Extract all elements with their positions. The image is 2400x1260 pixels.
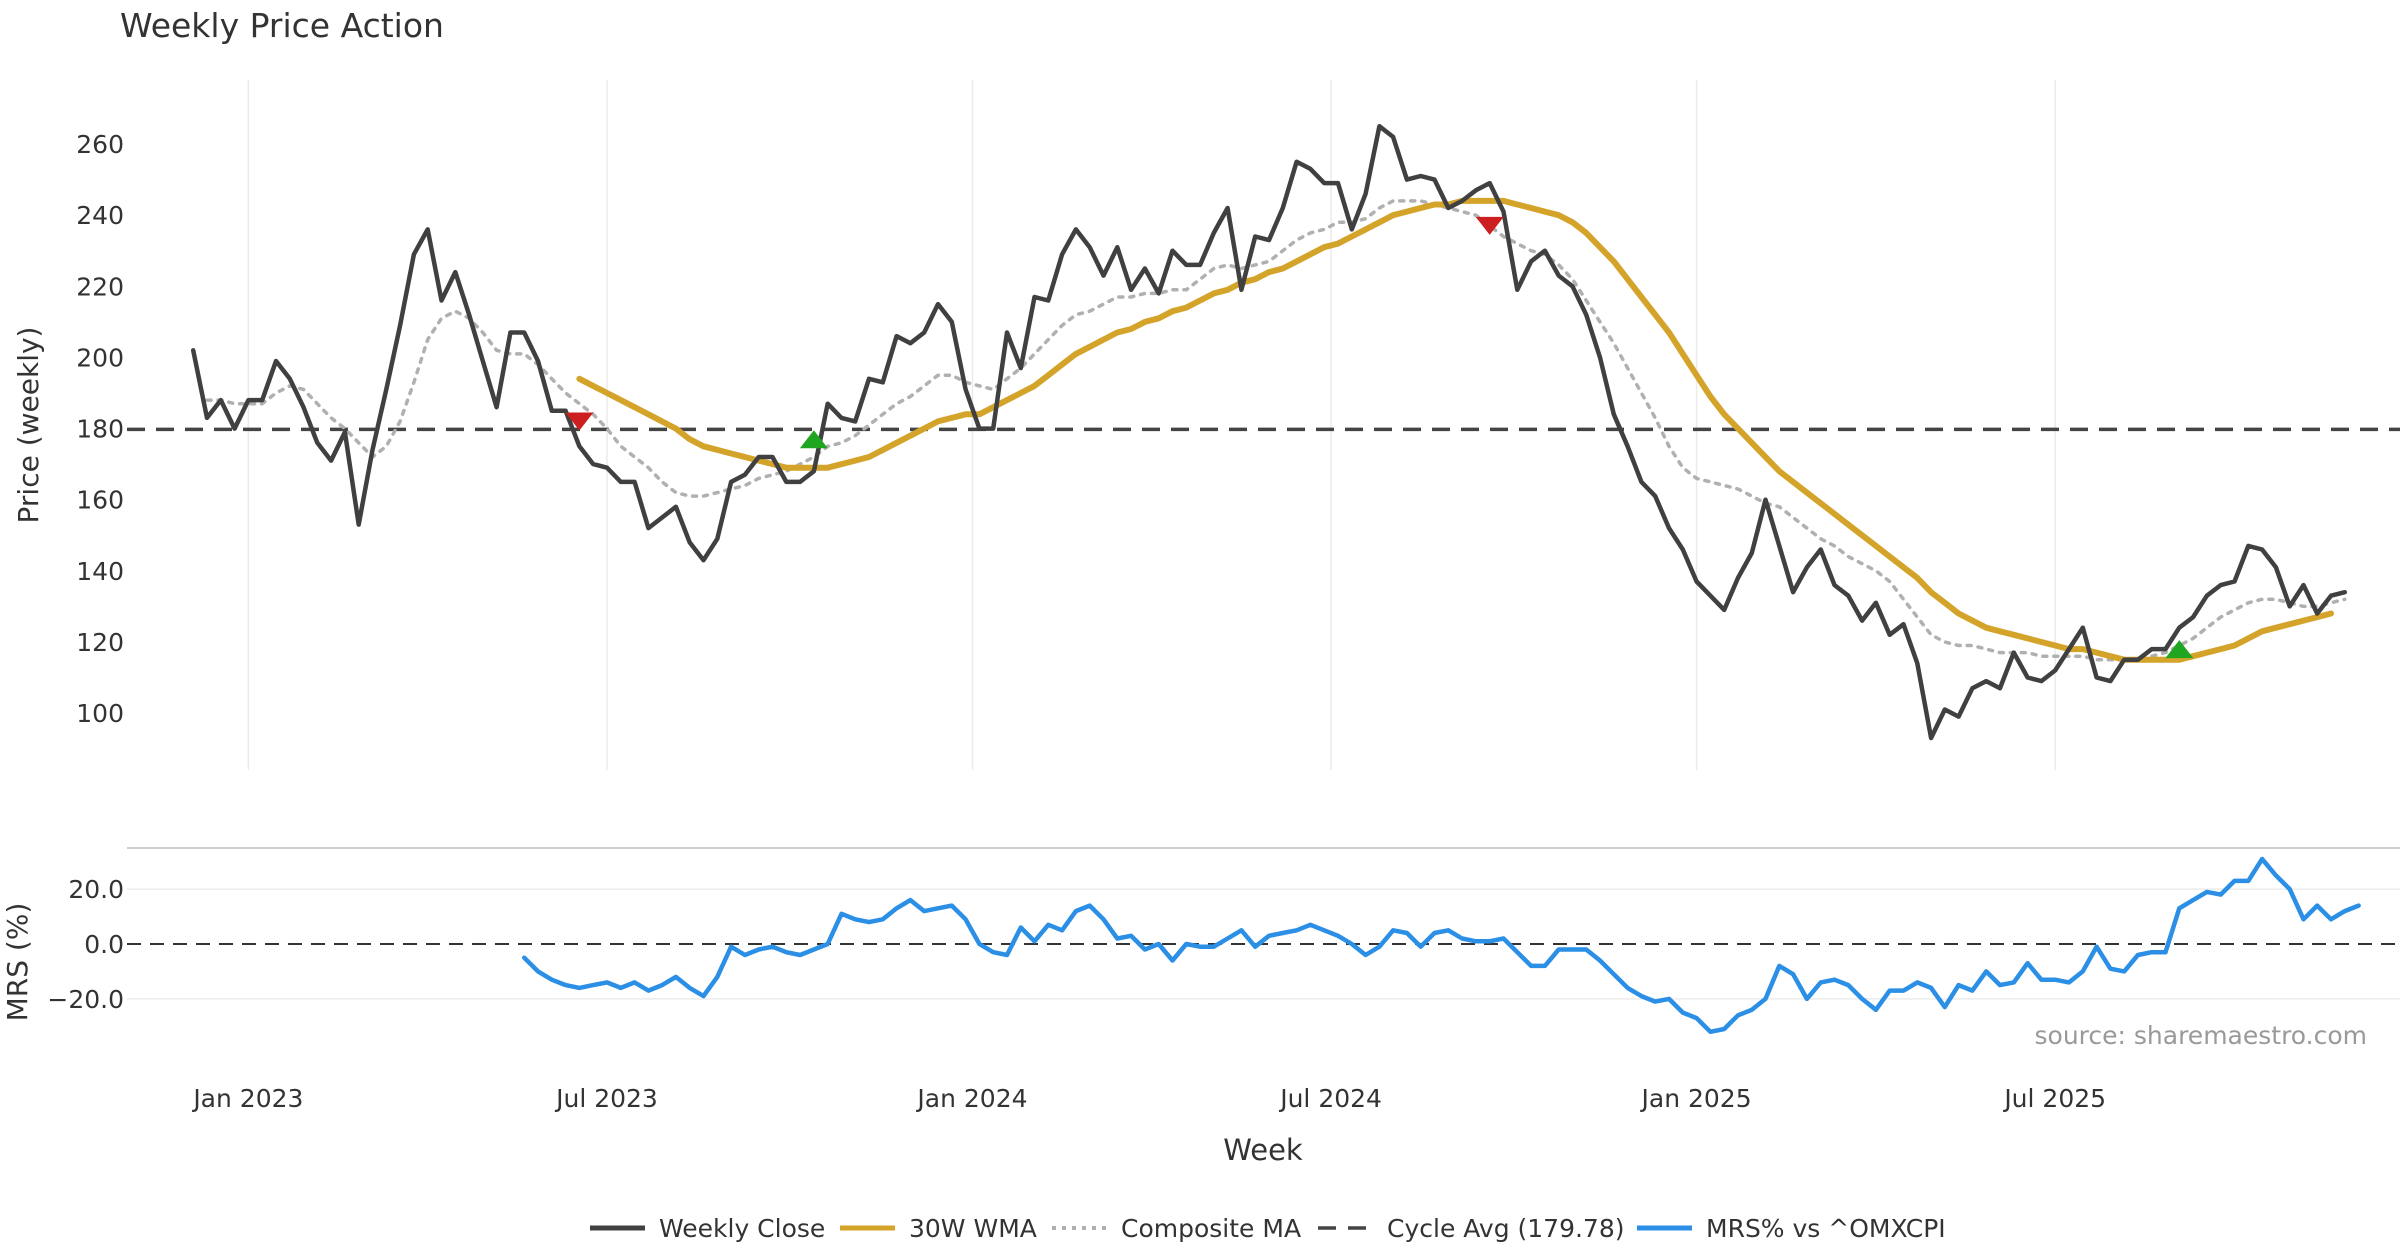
wma-30w-line bbox=[576, 197, 2334, 663]
price-y-tick-label: 160 bbox=[76, 486, 124, 515]
price-y-tick-label: 220 bbox=[76, 272, 124, 301]
mrs-panel bbox=[127, 856, 2400, 1035]
x-tick-label: Jul 2024 bbox=[1278, 1084, 1382, 1113]
sell-signal-marker bbox=[565, 412, 594, 431]
composite-ma-line bbox=[205, 199, 2347, 662]
x-tick-label: Jan 2025 bbox=[1640, 1084, 1752, 1113]
price-y-tick-label: 240 bbox=[76, 201, 124, 230]
mrs-line bbox=[521, 856, 2361, 1035]
mrs-y-tick-label: 20.0 bbox=[68, 875, 124, 904]
legend-label: Cycle Avg (179.78) bbox=[1387, 1214, 1625, 1243]
signals-layer bbox=[565, 216, 2194, 659]
x-tick-label: Jan 2024 bbox=[915, 1084, 1027, 1113]
source-note: source: sharemaestro.com bbox=[2035, 1021, 2368, 1050]
legend-label: 30W WMA bbox=[909, 1214, 1037, 1243]
legend: Weekly Close 30W WMA Composite MA Cycle Avg… bbox=[590, 1214, 1946, 1243]
axis-labels: Jan 2023 Jul 2023 Jan 2024 Jul 2024 Jan 2025… bbox=[47, 130, 2106, 1113]
series-layer bbox=[190, 123, 2348, 741]
mrs-y-tick-label: 0.0 bbox=[84, 930, 124, 959]
gridlines bbox=[127, 80, 2400, 1000]
x-tick-label: Jan 2023 bbox=[191, 1084, 303, 1113]
buy-signal-marker bbox=[799, 430, 828, 449]
price-y-axis-label: Price (weekly) bbox=[12, 327, 45, 524]
mrs-y-axis-label: MRS (%) bbox=[1, 903, 34, 1022]
x-axis-label: Week bbox=[1223, 1133, 1303, 1167]
sell-signal-marker bbox=[1475, 216, 1504, 235]
price-y-tick-label: 200 bbox=[76, 343, 124, 372]
price-y-tick-label: 180 bbox=[76, 415, 124, 444]
chart-title: Weekly Price Action bbox=[120, 6, 444, 45]
weekly-close-line bbox=[190, 123, 2348, 741]
mrs-y-tick-label: −20.0 bbox=[47, 985, 124, 1014]
x-tick-label: Jul 2023 bbox=[554, 1084, 658, 1113]
legend-label: Composite MA bbox=[1121, 1214, 1301, 1243]
legend-label: Weekly Close bbox=[659, 1214, 825, 1243]
price-y-tick-label: 120 bbox=[76, 628, 124, 657]
price-y-tick-label: 140 bbox=[76, 557, 124, 586]
price-y-tick-label: 260 bbox=[76, 130, 124, 159]
legend-label: MRS% vs ^OMXCPI bbox=[1706, 1214, 1946, 1243]
buy-signal-marker bbox=[2165, 640, 2194, 659]
price-y-tick-label: 100 bbox=[76, 699, 124, 728]
x-tick-label: Jul 2025 bbox=[2002, 1084, 2106, 1113]
